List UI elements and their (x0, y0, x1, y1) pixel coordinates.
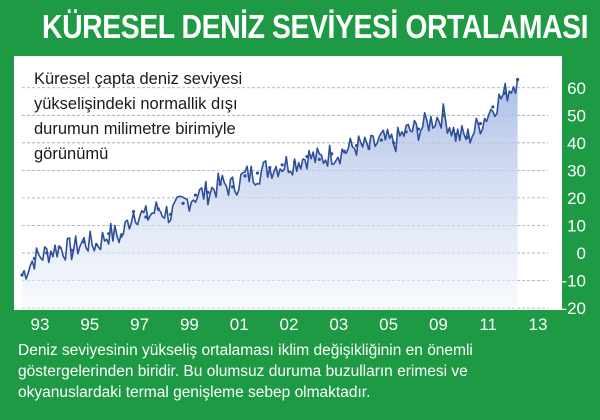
y-tick-label: -20 (561, 299, 586, 318)
data-point (82, 240, 86, 244)
series-area (22, 79, 518, 308)
x-tick-label: 99 (180, 315, 199, 334)
y-tick-label: 40 (567, 134, 586, 153)
data-point (131, 210, 136, 214)
data-point (404, 130, 408, 134)
x-tick-label: 01 (230, 315, 249, 334)
data-point (429, 119, 433, 123)
data-point (218, 182, 222, 186)
data-point (516, 77, 520, 82)
data-point (367, 146, 371, 150)
y-tick-label: 50 (567, 106, 586, 125)
data-point (193, 193, 198, 197)
data-point (169, 212, 173, 216)
annotation-line: Küresel çapta deniz seviyesi (34, 70, 242, 88)
data-point (243, 174, 247, 178)
data-point (503, 91, 507, 95)
data-point (57, 245, 61, 250)
x-tick-label: 13 (529, 315, 548, 334)
chart-title: KÜRESEL DENİZ SEVİYESİ ORTALAMASI (42, 8, 589, 45)
x-tick-label: 09 (429, 315, 448, 334)
data-point (292, 160, 297, 164)
description-line: okyanuslardaki termal genişleme sebep ol… (18, 384, 371, 401)
data-point (156, 207, 160, 211)
data-point (107, 232, 111, 236)
y-tick-label: 20 (567, 189, 586, 208)
data-point (392, 141, 396, 145)
data-point (317, 157, 321, 161)
chart-description: Deniz seviyesinin yükseliş ortalaması ik… (18, 340, 588, 403)
data-point (466, 135, 470, 139)
data-point (305, 154, 309, 159)
data-point (206, 190, 210, 194)
data-point (268, 166, 272, 170)
data-point (69, 248, 74, 252)
data-point (119, 234, 123, 239)
y-tick-label: 60 (567, 79, 586, 98)
description-line: Deniz seviyesinin yükseliş ortalaması ik… (18, 342, 473, 359)
data-point (20, 273, 24, 277)
x-tick-label: 05 (379, 315, 398, 334)
data-point (255, 171, 260, 175)
data-point (441, 113, 445, 117)
data-point (32, 256, 36, 261)
data-point (94, 243, 98, 247)
y-tick-label: 10 (567, 216, 586, 235)
x-tick-label: 93 (31, 315, 50, 334)
data-point (231, 185, 235, 189)
description-line: göstergelerinden biridir. Bu olumsuz dur… (18, 363, 468, 380)
data-point (354, 143, 359, 148)
x-tick-label: 11 (479, 315, 497, 334)
data-point (342, 149, 346, 153)
data-point (280, 163, 284, 167)
annotation-line: görünümü (34, 145, 108, 163)
data-point (491, 105, 495, 109)
x-tick-label: 02 (280, 315, 299, 334)
y-tick-label: 0 (577, 244, 586, 263)
y-tick-label: -10 (561, 271, 586, 290)
annotation-line: yükselişindeki normallik dışı (34, 95, 238, 113)
x-tick-label: 03 (329, 315, 348, 334)
annotation-line: durumun milimetre birimiyle (34, 120, 236, 138)
x-tick-label: 97 (130, 315, 149, 334)
data-point (454, 132, 458, 137)
data-point (144, 215, 148, 219)
data-point (45, 251, 49, 255)
data-point (330, 152, 334, 156)
data-point (181, 201, 185, 205)
data-point (416, 127, 421, 131)
data-point (379, 138, 383, 142)
y-tick-label: 30 (567, 161, 586, 180)
data-point (478, 121, 483, 126)
x-tick-label: 95 (80, 315, 99, 334)
